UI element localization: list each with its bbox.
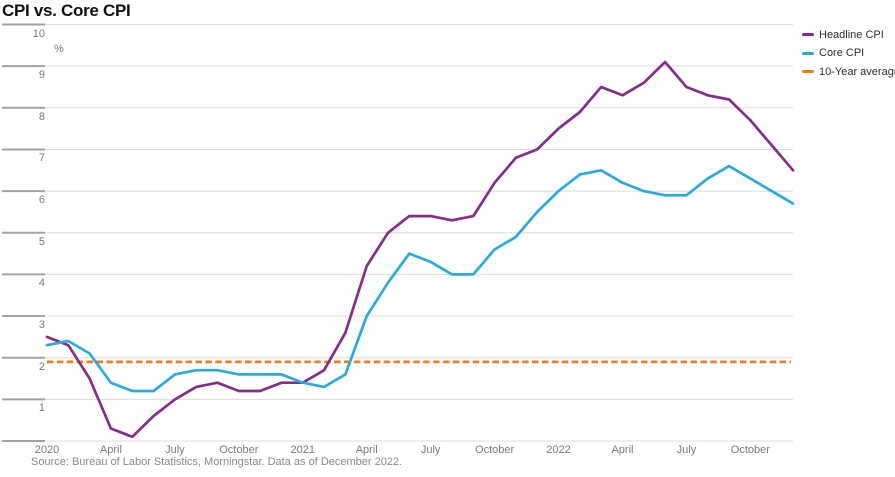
legend-item-ten-year-average: 10-Year average: [802, 65, 895, 78]
y-tick-label: 6: [38, 194, 45, 207]
y-tick-label: 1: [38, 402, 45, 415]
x-tick-label: April: [611, 444, 634, 456]
y-tick-label: 9: [38, 69, 45, 82]
x-tick-label: April: [355, 444, 378, 456]
headline-cpi-line: [45, 60, 795, 439]
legend-item-core-cpi: Core CPI: [802, 47, 895, 60]
x-tick-label: 2021: [290, 444, 315, 456]
x-tick-label: 2022: [546, 444, 571, 456]
legend-label-core-cpi: Core CPI: [819, 47, 865, 59]
core-cpi-swatch-icon: [802, 51, 814, 55]
y-tick-label: 4: [38, 277, 45, 290]
x-tick-label: October: [219, 444, 259, 456]
y-tick-label: 10: [32, 27, 45, 40]
y-tick-label: 2: [38, 360, 45, 373]
x-tick-label: October: [730, 444, 770, 456]
x-tick-label: July: [165, 444, 185, 456]
legend-label-headline-cpi: Headline CPI: [819, 28, 884, 41]
source-note: Source: Bureau of Labor Statistics, Morn…: [31, 456, 403, 468]
y-tick-label: 7: [38, 152, 45, 165]
core-cpi-line: [45, 164, 795, 393]
x-tick-label: 2020: [34, 444, 60, 456]
legend-label-ten-year-average: 10-Year average: [819, 65, 895, 78]
y-axis-unit-label: %: [54, 43, 64, 55]
legend-item-headline-cpi: Headline CPI: [802, 28, 895, 41]
chart-title: CPI vs. Core CPI: [2, 1, 131, 20]
x-tick-label: July: [676, 444, 697, 456]
x-tick-label: April: [99, 444, 122, 456]
ten-year-average-swatch-icon: [802, 70, 814, 73]
y-tick-label: 8: [38, 110, 45, 123]
y-tick-label: 3: [38, 319, 45, 332]
headline-cpi-swatch-icon: [802, 33, 814, 36]
legend: Headline CPI Core CPI 10-Year average: [802, 28, 895, 84]
x-tick-label: October: [475, 444, 515, 456]
x-tick-label: July: [420, 444, 441, 456]
y-tick-label: 5: [38, 235, 45, 248]
